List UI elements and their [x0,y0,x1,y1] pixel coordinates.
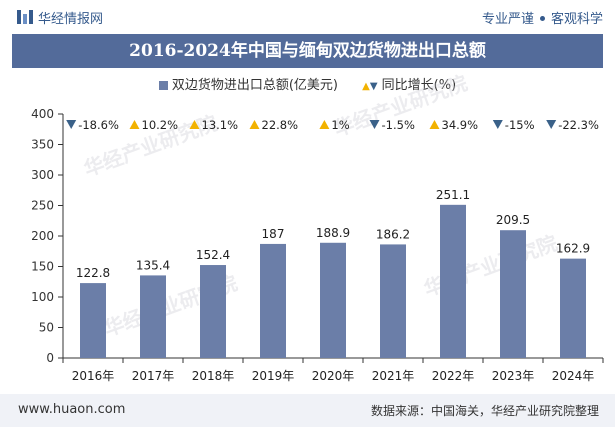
growth-down-triangle-icon [369,120,380,129]
legend: 双边货物进出口总额(亿美元) ▲▼ 同比增长(%) [0,74,615,93]
legend-item-bars: 双边货物进出口总额(亿美元) [158,78,338,93]
top-bar: 华经情报网 专业严谨 客观科学 [0,0,615,34]
growth-down-triangle-icon [492,120,503,129]
growth-up-triangle-icon [129,120,140,129]
slogan-tag-2: 客观科学 [550,12,603,27]
bar [80,283,106,358]
bar-value-label: 152.4 [196,248,230,262]
growth-up-triangle-icon [429,120,440,129]
y-tick-label: 100 [31,290,54,304]
bar [320,242,346,358]
bar [440,204,466,358]
growth-up-triangle-icon [189,120,200,129]
x-tick-label: 2021年 [372,369,415,383]
footer-site-link[interactable]: www.huaon.com [18,402,126,417]
bar-value-label: 162.9 [556,242,590,256]
bar [200,265,226,358]
footer-source: 数据来源：中国海关，华经产业研究院整理 [370,404,599,418]
footer: www.huaon.com 数据来源：中国海关，华经产业研究院整理 [0,394,615,427]
growth-label: -18.6% [78,118,119,132]
y-tick-label: 0 [46,351,54,365]
legend-bar-swatch [158,81,168,90]
bar [140,275,166,358]
logo-icon [17,10,33,24]
x-tick-label: 2022年 [432,369,475,383]
x-tick-label: 2020年 [312,369,355,383]
growth-label: -15% [505,118,535,132]
growth-up-triangle-icon [319,120,330,129]
y-tick-label: 50 [39,321,54,335]
bar [260,243,286,358]
y-tick-label: 400 [31,107,54,121]
x-tick-label: 2017年 [132,369,175,383]
y-tick-label: 250 [31,199,54,213]
bar [380,244,406,358]
legend-down-triangle-icon: ▼ [369,81,378,92]
bar-value-label: 209.5 [496,213,530,227]
x-tick-label: 2016年 [72,369,115,383]
slogan-tag-1: 专业严谨 [481,12,534,27]
legend-growth-label: 同比增长(%) [381,78,457,93]
growth-up-triangle-icon [249,120,260,129]
growth-label: -22.3% [558,118,599,132]
bar-value-label: 187 [262,227,285,241]
bar-value-label: 122.8 [76,266,110,280]
growth-label: -1.5% [382,118,415,132]
growth-down-triangle-icon [546,120,557,129]
x-tick-label: 2023年 [492,369,535,383]
x-tick-label: 2019年 [252,369,295,383]
growth-label: 22.8% [262,118,299,132]
x-tick-label: 2018年 [192,369,235,383]
slogan: 专业严谨 客观科学 [482,8,603,27]
bar-value-label: 186.2 [376,227,410,241]
y-tick-label: 200 [31,229,54,243]
growth-label: 1% [331,118,349,132]
legend-bar-label: 双边货物进出口总额(亿美元) [171,78,338,93]
bar [500,230,526,358]
bar-value-label: 188.9 [316,226,350,240]
legend-item-growth: ▲▼ 同比增长(%) [362,78,456,93]
y-tick-label: 350 [31,138,54,152]
growth-label: 13.1% [202,118,239,132]
y-tick-label: 300 [31,168,54,182]
growth-down-triangle-icon [66,120,77,129]
chart-title: 2016-2024年中国与缅甸双边货物进出口总额 [12,34,603,68]
bar-value-label: 135.4 [136,258,170,272]
bar [560,258,586,358]
brand-name: 华经情报网 [38,12,104,27]
x-tick-label: 2024年 [552,369,595,383]
growth-label: 34.9% [442,118,479,132]
growth-label: 10.2% [142,118,179,132]
legend-up-triangle-icon: ▲ [362,81,370,92]
y-tick-label: 150 [31,260,54,274]
bar-value-label: 251.1 [436,188,470,202]
separator-dot [539,16,545,21]
